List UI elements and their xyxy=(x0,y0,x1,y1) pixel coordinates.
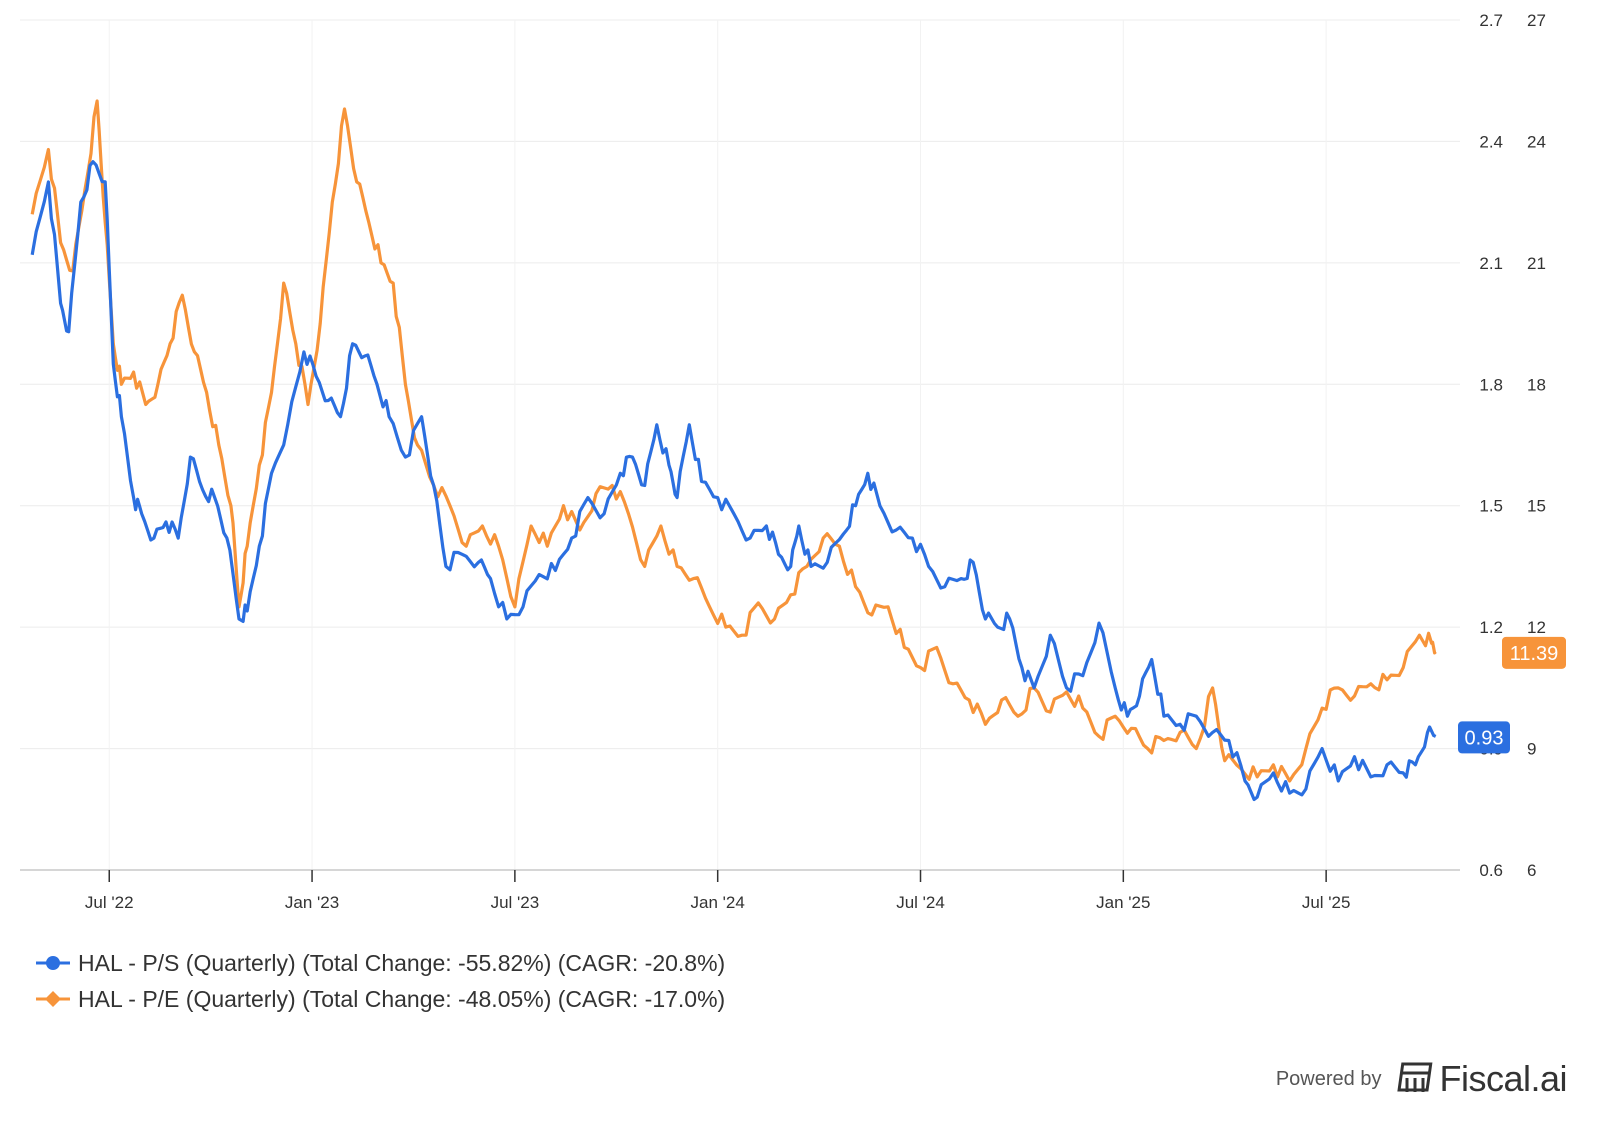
legend-marker-pe-icon xyxy=(36,991,70,1007)
legend-marker-ps-icon xyxy=(36,956,70,970)
x-tick-label: Jul '22 xyxy=(85,893,134,912)
x-tick-label: Jan '23 xyxy=(285,893,339,912)
badge-background xyxy=(1502,636,1566,669)
grid-layer xyxy=(20,19,1460,870)
y-tick-left: 0.6 xyxy=(1479,861,1503,880)
series-layer xyxy=(30,99,1437,802)
x-tick-label: Jul '23 xyxy=(491,893,540,912)
badge-value: 0.93 xyxy=(1465,727,1504,749)
brand-name: Fiscal.ai xyxy=(1439,1058,1567,1099)
series-ps-line[interactable] xyxy=(30,160,1437,802)
y-tick-right: 27 xyxy=(1527,11,1546,30)
y-tick-right: 15 xyxy=(1527,497,1546,516)
last-value-badge-pe: 11.39 xyxy=(1502,636,1566,669)
legend-label-ps: HAL - P/S (Quarterly) (Total Change: -55… xyxy=(78,949,726,976)
x-tick-label: Jul '25 xyxy=(1302,893,1351,912)
y-tick-right: 9 xyxy=(1527,740,1536,759)
y-tick-right: 12 xyxy=(1527,618,1546,637)
y-tick-left: 2.7 xyxy=(1479,11,1503,30)
y-tick-left: 1.8 xyxy=(1479,375,1503,394)
y-tick-right: 21 xyxy=(1527,254,1546,273)
series-pe-line[interactable] xyxy=(30,99,1437,783)
powered-by-footer: Powered by Fiscal.ai xyxy=(1275,1058,1568,1100)
badge-background xyxy=(1458,721,1510,754)
x-axis: Jul '22 Jan '23 Jul '23 Jan '24 Jul '24 Jan '… xyxy=(85,870,1351,912)
last-value-badge-ps: 0.93 xyxy=(1458,721,1510,754)
legend-label-pe: HAL - P/E (Quarterly) (Total Change: -48… xyxy=(78,985,726,1012)
legend-item-pe[interactable]: HAL - P/E (Quarterly) (Total Change: -48… xyxy=(36,981,725,1017)
x-tick-label: Jan '24 xyxy=(691,893,745,912)
legend-item-ps[interactable]: HAL - P/S (Quarterly) (Total Change: -55… xyxy=(36,945,725,981)
y-tick-right: 6 xyxy=(1527,861,1536,880)
y-tick-right: 18 xyxy=(1527,375,1546,394)
y-tick-left: 2.4 xyxy=(1479,132,1503,151)
badge-value: 11.39 xyxy=(1510,643,1559,665)
y-tick-right: 24 xyxy=(1527,132,1546,151)
fiscal-ai-logo-icon xyxy=(1397,1062,1433,1092)
powered-by-text: Powered by xyxy=(1275,1067,1382,1090)
x-tick-label: Jul '24 xyxy=(896,893,945,912)
y-tick-left: 1.5 xyxy=(1479,497,1503,516)
legend: HAL - P/S (Quarterly) (Total Change: -55… xyxy=(36,945,725,1017)
x-tick-label: Jan '25 xyxy=(1096,893,1150,912)
value-labels: 11.39 0.93 xyxy=(1458,636,1566,754)
y-tick-left: 1.2 xyxy=(1479,618,1503,637)
y-tick-left: 2.1 xyxy=(1479,254,1503,273)
